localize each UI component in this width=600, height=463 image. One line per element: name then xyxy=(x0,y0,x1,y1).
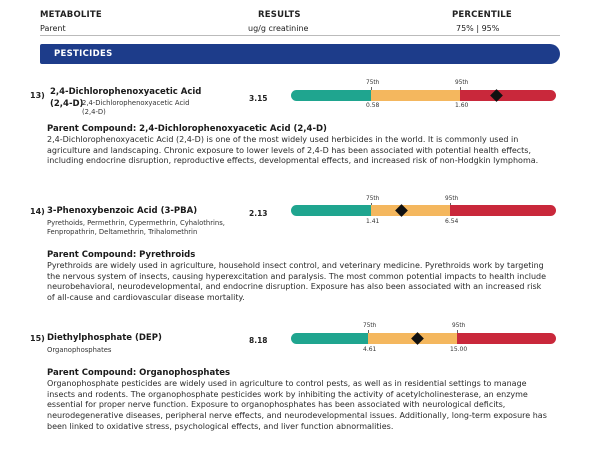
marker-name: Diethylphosphate (DEP) xyxy=(47,333,162,343)
units-label: ug/g creatinine xyxy=(248,24,309,33)
percentile-column-header: PERCENTILE xyxy=(452,10,512,20)
p75-label: 75th xyxy=(366,80,380,86)
parent-compound-title: Parent Compound: 2,4-Dichlorophenoxyacet… xyxy=(47,124,327,134)
parent-compound-description: Pyrethroids are widely used in agricultu… xyxy=(47,261,547,303)
p95-tick xyxy=(450,203,451,206)
p75-value: 0.58 xyxy=(366,102,380,109)
result-value: 8.18 xyxy=(249,336,268,345)
marker-synonyms: Pyrethoids, Permethrin, Cypermethrin, Cy… xyxy=(47,219,225,236)
p95-tick xyxy=(457,330,458,333)
p75-value: 1.41 xyxy=(366,218,380,225)
p95-value: 6.54 xyxy=(445,218,459,225)
header-divider xyxy=(40,35,560,36)
high-segment xyxy=(457,333,556,344)
marker-number: 13) xyxy=(30,91,45,100)
results-column-header: RESULTS xyxy=(258,10,301,20)
p95-value: 15.00 xyxy=(450,346,468,353)
marker-name: 2,4-Dichlorophenoxyacetic Acid xyxy=(50,87,202,97)
marker-number: 14) xyxy=(30,207,45,216)
marker-name: 3-Phenoxybenzoic Acid (3-PBA) xyxy=(47,206,198,216)
p95-value: 1.60 xyxy=(455,102,469,109)
marker-number: 15) xyxy=(30,334,45,343)
percentile-bar xyxy=(291,89,556,102)
metabolite-column-header: METABOLITE xyxy=(40,10,102,20)
section-title: PESTICIDES xyxy=(54,49,113,59)
high-segment xyxy=(460,90,556,101)
low-segment xyxy=(291,90,371,101)
p75-tick xyxy=(371,203,372,206)
marker-synonyms: 2,4-Dichlorophenoxyacetic Acid (2,4-D) xyxy=(82,99,190,116)
low-segment xyxy=(291,205,371,216)
parent-compound-title: Parent Compound: Pyrethroids xyxy=(47,250,196,260)
mid-segment xyxy=(371,90,460,101)
low-segment xyxy=(291,333,368,344)
marker-synonyms: Organophosphates xyxy=(47,346,112,354)
percentile-bar xyxy=(291,204,556,217)
high-segment xyxy=(450,205,556,216)
marker-name-abbrev: (2,4-D) xyxy=(50,99,84,109)
p75-tick xyxy=(371,87,372,90)
parent-compound-title: Parent Compound: Organophosphates xyxy=(47,368,231,378)
p75-tick xyxy=(368,330,369,333)
result-value: 2.13 xyxy=(249,209,268,218)
parent-compound-description: 2,4-Dichlorophenoxyacetic Acid (2,4-D) i… xyxy=(47,135,539,166)
percentile-values: 75% | 95% xyxy=(456,24,500,33)
pesticides-section-bar: PESTICIDES xyxy=(40,44,560,64)
parent-label: Parent xyxy=(40,24,66,33)
p75-label: 75th xyxy=(366,196,380,202)
p95-label: 95th xyxy=(452,323,466,329)
p75-label: 75th xyxy=(363,323,377,329)
p95-label: 95th xyxy=(445,196,459,202)
percentile-bar xyxy=(291,332,556,345)
mid-segment xyxy=(371,205,450,216)
result-value: 3.15 xyxy=(249,94,268,103)
parent-compound-description: Organophosphate pesticides are widely us… xyxy=(47,379,547,431)
p95-tick xyxy=(460,87,461,90)
p95-label: 95th xyxy=(455,80,469,86)
p75-value: 4.61 xyxy=(363,346,377,353)
